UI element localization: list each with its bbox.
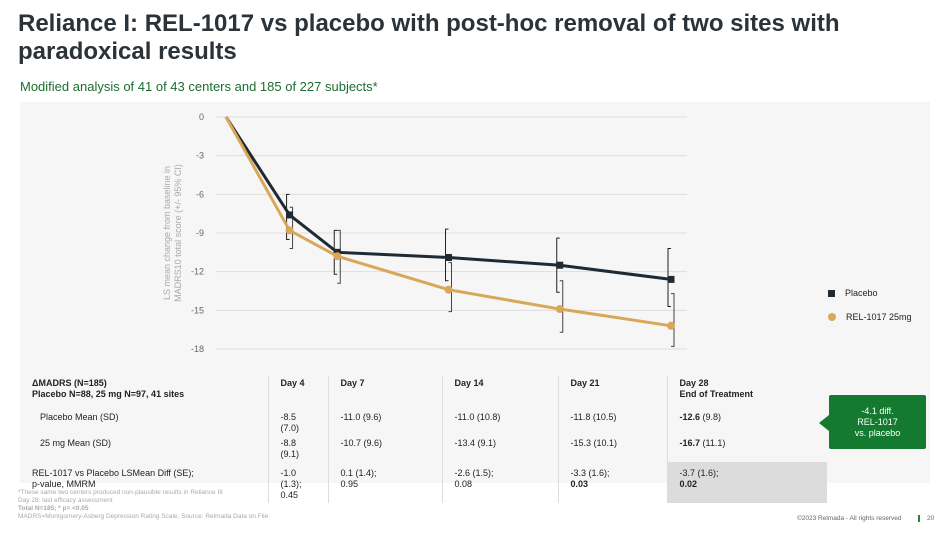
callout-line: REL-1017 bbox=[857, 417, 898, 427]
cell: -11.0 (10.8) bbox=[441, 410, 558, 436]
col-day7: Day 7 bbox=[327, 376, 442, 410]
data-point bbox=[333, 252, 342, 261]
cell: -11.8 (10.5) bbox=[557, 410, 667, 436]
cell: -2.6 (1.5); bbox=[454, 468, 494, 478]
row-label: 25 mg Mean (SD) bbox=[40, 438, 112, 448]
data-point bbox=[667, 275, 675, 283]
legend-placebo: Placebo bbox=[828, 288, 878, 298]
row-label: Placebo Mean (SD) bbox=[40, 412, 119, 422]
copyright: ©2023 Relmada - All rights reserved bbox=[797, 515, 902, 522]
y-tick-label: 0 bbox=[199, 112, 204, 122]
circle-marker-icon bbox=[828, 313, 836, 321]
col-day28: Day 28 bbox=[679, 378, 709, 388]
cell-bold: -16.7 bbox=[679, 438, 701, 448]
cell: -3.7 (1.6); bbox=[679, 468, 719, 478]
y-tick-label: -15 bbox=[191, 305, 204, 315]
data-point bbox=[285, 226, 294, 235]
y-tick-label: -3 bbox=[196, 151, 204, 161]
cell: 0.1 (1.4); bbox=[340, 468, 377, 478]
results-table: ΔMADRS (N=185) Placebo N=88, 25 mg N=97, … bbox=[20, 376, 827, 503]
callout-line: -4.1 diff. bbox=[861, 406, 894, 416]
footnote: *These same two centers produced non-pla… bbox=[18, 489, 223, 496]
square-marker-icon bbox=[828, 289, 835, 297]
callout-line: vs. placebo bbox=[854, 428, 901, 438]
col-day21: Day 21 bbox=[557, 376, 667, 410]
footnote: Total N=185; * p= <0.05 bbox=[18, 505, 89, 512]
cell: -13.4 (9.1) bbox=[441, 436, 558, 462]
y-tick-label: -18 bbox=[191, 344, 204, 354]
table-row-diff: REL-1017 vs Placebo LSMean Diff (SE); p-v… bbox=[20, 462, 827, 503]
col-day4: Day 4 bbox=[267, 376, 328, 410]
table-row: 25 mg Mean (SD) -8.8 (9.1) -10.7 (9.6) -13.… bbox=[20, 436, 827, 462]
legend-rel1017: REL-1017 25mg bbox=[828, 312, 912, 322]
data-point bbox=[445, 253, 452, 261]
error-bar bbox=[671, 293, 675, 347]
row-label: REL-1017 vs Placebo LSMean Diff (SE); bbox=[32, 468, 194, 478]
y-axis-label: LS mean change from baseline inMADRS10 t… bbox=[162, 164, 183, 302]
cell: 0.08 bbox=[454, 479, 473, 489]
cell: -3.3 (1.6); bbox=[570, 468, 610, 478]
data-point bbox=[667, 321, 675, 330]
cell: 0.02 bbox=[679, 479, 698, 489]
cell-bold: -12.6 bbox=[679, 412, 701, 422]
line-chart: 0 -3 -6 -9 -12 -15 -18 LS mean change from base… bbox=[162, 112, 687, 354]
cell: 0.95 bbox=[340, 479, 359, 489]
cell-rest: (9.8) bbox=[700, 412, 722, 422]
cell: 0.45 bbox=[280, 490, 299, 500]
footnote: Day 28: last efficacy assessment bbox=[18, 497, 113, 504]
table-header: ΔMADRS (N=185) bbox=[32, 378, 107, 388]
legend-label: Placebo bbox=[845, 288, 878, 298]
footnote: MADRS=Montgomery-Asberg Depression Ratin… bbox=[18, 513, 269, 520]
cell: -16.7 (11.1) bbox=[666, 436, 827, 462]
legend-label: REL-1017 25mg bbox=[846, 312, 912, 322]
y-tick-label: -9 bbox=[196, 228, 204, 238]
diff-callout: -4.1 diff. REL-1017 vs. placebo bbox=[819, 395, 926, 449]
cell: -8.5 (7.0) bbox=[267, 410, 328, 436]
cell-rest: (11.1) bbox=[700, 438, 726, 448]
y-tick-label: -6 bbox=[196, 189, 204, 199]
cell: -15.3 (10.1) bbox=[557, 436, 667, 462]
cell: -12.6 (9.8) bbox=[666, 410, 827, 436]
table-header-sub: Placebo N=88, 25 mg N=97, 41 sites bbox=[32, 389, 185, 399]
cell: -11.0 (9.6) bbox=[327, 410, 442, 436]
cell: -8.8 (9.1) bbox=[267, 436, 328, 462]
cell: 0.03 bbox=[570, 479, 589, 489]
data-point bbox=[555, 305, 564, 314]
row-label: p-value, MMRM bbox=[32, 479, 96, 489]
data-point bbox=[556, 261, 564, 269]
data-point bbox=[286, 211, 294, 219]
col-day28-sub: End of Treatment bbox=[679, 389, 754, 399]
table-row: Placebo Mean (SD) -8.5 (7.0) -11.0 (9.6) -1… bbox=[20, 410, 827, 436]
data-point bbox=[444, 285, 453, 294]
footnotes: *These same two centers produced non-pla… bbox=[18, 489, 268, 521]
series-line-placebo bbox=[224, 116, 672, 281]
y-tick-label: -12 bbox=[191, 267, 204, 277]
series-line-rel1017 bbox=[224, 116, 672, 328]
cell: -1.0 (1.3); bbox=[280, 468, 302, 489]
slide-subtitle: Modified analysis of 41 of 43 centers an… bbox=[20, 79, 378, 94]
cell: -10.7 (9.6) bbox=[327, 436, 442, 462]
slide-title: Reliance I: REL-1017 vs placebo with pos… bbox=[18, 10, 840, 65]
page-number: 20 bbox=[918, 515, 934, 522]
col-day14: Day 14 bbox=[441, 376, 558, 410]
